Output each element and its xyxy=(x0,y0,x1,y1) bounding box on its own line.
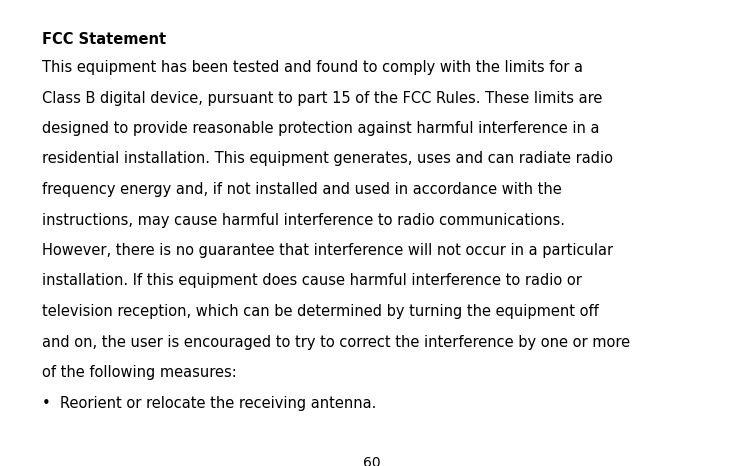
Text: of the following measures:: of the following measures: xyxy=(42,365,237,380)
Text: installation. If this equipment does cause harmful interference to radio or: installation. If this equipment does cau… xyxy=(42,274,582,288)
Text: However, there is no guarantee that interference will not occur in a particular: However, there is no guarantee that inte… xyxy=(42,243,613,258)
Text: and on, the user is encouraged to try to correct the interference by one or more: and on, the user is encouraged to try to… xyxy=(42,335,630,350)
Text: instructions, may cause harmful interference to radio communications.: instructions, may cause harmful interfer… xyxy=(42,212,565,227)
Text: television reception, which can be determined by turning the equipment off: television reception, which can be deter… xyxy=(42,304,599,319)
Text: This equipment has been tested and found to comply with the limits for a: This equipment has been tested and found… xyxy=(42,60,583,75)
Text: residential installation. This equipment generates, uses and can radiate radio: residential installation. This equipment… xyxy=(42,151,613,166)
Text: Class B digital device, pursuant to part 15 of the FCC Rules. These limits are: Class B digital device, pursuant to part… xyxy=(42,90,603,105)
Text: frequency energy and, if not installed and used in accordance with the: frequency energy and, if not installed a… xyxy=(42,182,562,197)
Text: Reorient or relocate the receiving antenna.: Reorient or relocate the receiving anten… xyxy=(60,396,376,411)
Text: 60: 60 xyxy=(363,456,381,466)
Text: designed to provide reasonable protection against harmful interference in a: designed to provide reasonable protectio… xyxy=(42,121,600,136)
Text: •: • xyxy=(42,396,51,411)
Text: FCC Statement: FCC Statement xyxy=(42,32,166,47)
